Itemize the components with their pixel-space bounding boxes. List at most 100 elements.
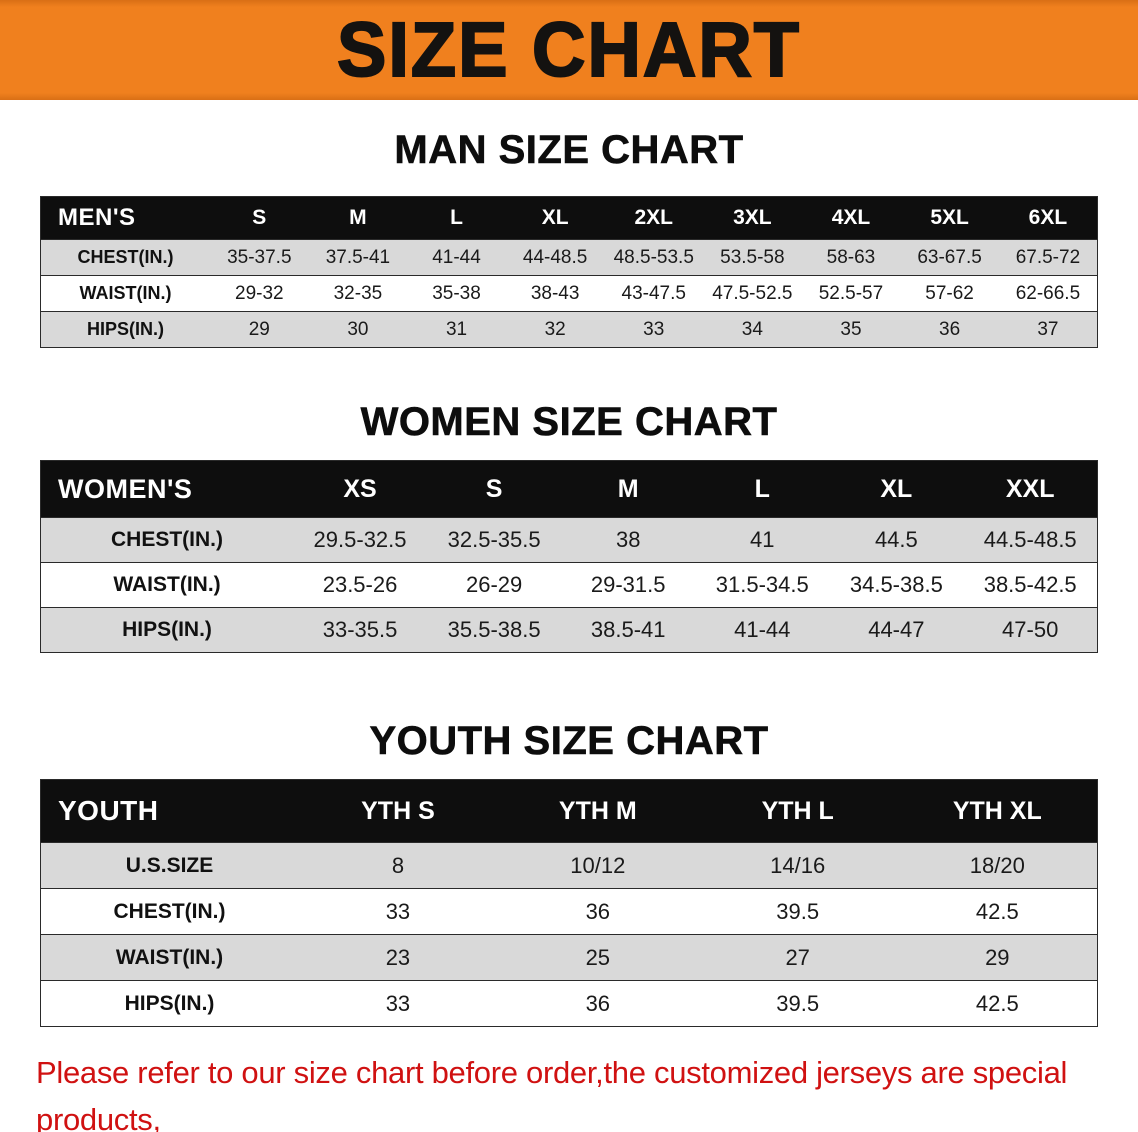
measurement-value: 44-47 — [868, 617, 925, 642]
size-table: WOMEN'S XS S M L XL XXL CHEST(IN.) 29.5-32.5 32.5… — [40, 460, 1098, 653]
measurement-label: CHEST(IN.) — [113, 899, 226, 923]
measurement-row: CHEST(IN.) 33 36 39.5 42.5 — [40, 888, 1098, 935]
measurement-value: 39.5 — [776, 990, 820, 1016]
size-header-cell: XL — [505, 196, 605, 240]
measurement-value: 10/12 — [570, 852, 626, 878]
measurement-label: HIPS(IN.) — [86, 319, 164, 339]
measurement-value: 43-47.5 — [621, 282, 686, 304]
measurement-value: 58-63 — [826, 246, 876, 268]
measurement-value: 39.5 — [776, 898, 820, 924]
measurement-value: 34.5-38.5 — [849, 572, 943, 597]
measurement-value: 41-44 — [432, 246, 481, 268]
size-header-cell: XXL — [963, 460, 1098, 518]
measurement-label: CHEST(IN.) — [77, 247, 174, 267]
measurement-value: 18/20 — [969, 852, 1025, 878]
size-header-cell: 5XL — [900, 196, 999, 240]
measurement-value: 32 — [544, 318, 566, 340]
measurement-value: 35-38 — [432, 282, 481, 304]
measurement-value: 14/16 — [770, 852, 826, 878]
measurement-value: 23 — [385, 944, 411, 970]
size-header-cell: M — [561, 460, 696, 518]
measurement-value: 42.5 — [975, 990, 1019, 1016]
measurement-value: 62-66.5 — [1015, 282, 1081, 304]
measurement-value: 48.5-53.5 — [613, 246, 694, 268]
measurement-row: HIPS(IN.) 33-35.5 35.5-38.5 38.5-41 41-44 44-… — [40, 607, 1098, 653]
measurement-row: WAIST(IN.) 23 25 27 29 — [40, 934, 1098, 981]
measurement-value: 52.5-57 — [818, 282, 884, 304]
measurement-value: 37 — [1037, 318, 1059, 340]
measurement-value: 33 — [385, 898, 411, 924]
measurement-row: U.S.SIZE 8 10/12 14/16 18/20 — [40, 842, 1098, 889]
measurement-value: 29.5-32.5 — [313, 527, 407, 552]
measurement-value: 35 — [840, 318, 862, 340]
measurement-value: 41 — [750, 527, 775, 552]
measurement-value: 36 — [939, 318, 961, 340]
measurement-value: 29 — [248, 318, 270, 340]
size-header-row: MEN'S S M L XL 2XL 3XL 4XL 5XL 6XL — [40, 196, 1098, 240]
measurement-value: 36 — [585, 898, 611, 924]
disclaimer: Please refer to our size chart before or… — [36, 1049, 1138, 1132]
measurement-value: 34 — [741, 318, 763, 340]
measurement-value: 31 — [445, 318, 468, 340]
measurement-value: 26-29 — [465, 572, 523, 597]
measurement-value: 30 — [347, 318, 369, 340]
measurement-value: 42.5 — [975, 898, 1019, 924]
measurement-value: 44-48.5 — [522, 246, 588, 268]
men-section-heading: MAN SIZE CHART — [394, 128, 744, 173]
measurement-row: HIPS(IN.) 29 30 31 32 33 34 35 36 37 — [40, 311, 1098, 348]
table-title-cell: WOMEN'S — [40, 460, 293, 518]
size-header-cell: 4XL — [801, 196, 901, 240]
measurement-row: CHEST(IN.) 29.5-32.5 32.5-35.5 38 41 44.5 44.5… — [40, 517, 1098, 563]
size-header-row: YOUTH YTH S YTH M YTH L YTH XL — [40, 779, 1098, 843]
table-title-cell: YOUTH — [40, 779, 298, 843]
youth-size-table: YOUTH YTH S YTH M YTH L YTH XL U.S.SIZE 8 10/12… — [40, 779, 1098, 1027]
measurement-value: 29-31.5 — [590, 572, 666, 597]
size-header-cell: YTH L — [697, 779, 898, 843]
measurement-value: 33 — [643, 318, 665, 340]
measurement-value: 38.5-42.5 — [983, 572, 1077, 597]
women-section: WOMEN SIZE CHART WOMEN'S XS S M L XL XXL CHEST(… — [0, 398, 1138, 653]
measurement-value: 27 — [785, 944, 810, 970]
measurement-value: 47-50 — [1002, 617, 1059, 642]
size-header-cell: S — [427, 460, 562, 518]
measurement-value: 57-62 — [925, 282, 974, 304]
measurement-value: 44.5-48.5 — [983, 527, 1077, 552]
size-charts: MAN SIZE CHART MEN'S S M L XL 2XL 3XL 4XL 5XL 6XL… — [0, 126, 1138, 1027]
measurement-value: 23.5-26 — [322, 572, 398, 597]
youth-section-heading: YOUTH SIZE CHART — [369, 719, 769, 764]
measurement-label: CHEST(IN.) — [111, 528, 223, 551]
measurement-value: 25 — [585, 944, 611, 970]
measurement-value: 47.5-52.5 — [712, 282, 793, 304]
measurement-value: 8 — [391, 852, 405, 878]
measurement-value: 33-35.5 — [322, 617, 398, 642]
size-header-cell: YTH M — [497, 779, 698, 843]
measurement-value: 35-37.5 — [227, 246, 292, 268]
measurement-row: HIPS(IN.) 33 36 39.5 42.5 — [40, 980, 1098, 1027]
measurement-label: U.S.SIZE — [125, 853, 214, 877]
measurement-row: WAIST(IN.) 23.5-26 26-29 29-31.5 31.5-34.5 34… — [40, 562, 1098, 608]
measurement-value: 37.5-41 — [325, 246, 391, 268]
measurement-value: 44.5 — [874, 527, 918, 552]
measurement-row: CHEST(IN.) 35-37.5 37.5-41 41-44 44-48.5 48.5… — [40, 239, 1098, 276]
banner-title: SIZE CHART — [336, 6, 801, 93]
measurement-value: 31.5-34.5 — [715, 572, 809, 597]
measurement-value: 38 — [615, 527, 641, 552]
measurement-value: 38.5-41 — [590, 617, 666, 642]
measurement-value: 35.5-38.5 — [447, 617, 541, 642]
women-section-heading: WOMEN SIZE CHART — [360, 400, 778, 445]
measurement-value: 67.5-72 — [1015, 246, 1081, 268]
measurement-value: 63-67.5 — [917, 246, 982, 268]
youth-section: YOUTH SIZE CHART YOUTH YTH S YTH M YTH L YTH… — [0, 717, 1138, 1027]
measurement-label: HIPS(IN.) — [122, 618, 212, 641]
size-header-cell: XS — [293, 460, 428, 518]
measurement-label: HIPS(IN.) — [124, 991, 215, 1015]
size-header-cell: S — [210, 196, 309, 240]
size-table: MEN'S S M L XL 2XL 3XL 4XL 5XL 6XL CHEST(IN.) 35-37… — [40, 196, 1098, 348]
size-header-cell: 3XL — [703, 196, 802, 240]
measurement-value: 29 — [985, 944, 1010, 970]
women-size-table: WOMEN'S XS S M L XL XXL CHEST(IN.) 29.5-32.5 32.5… — [40, 460, 1098, 653]
measurement-value: 33 — [385, 990, 411, 1016]
measurement-label: WAIST(IN.) — [113, 573, 221, 596]
measurement-value: 36 — [585, 990, 611, 1016]
size-header-cell: M — [308, 196, 408, 240]
